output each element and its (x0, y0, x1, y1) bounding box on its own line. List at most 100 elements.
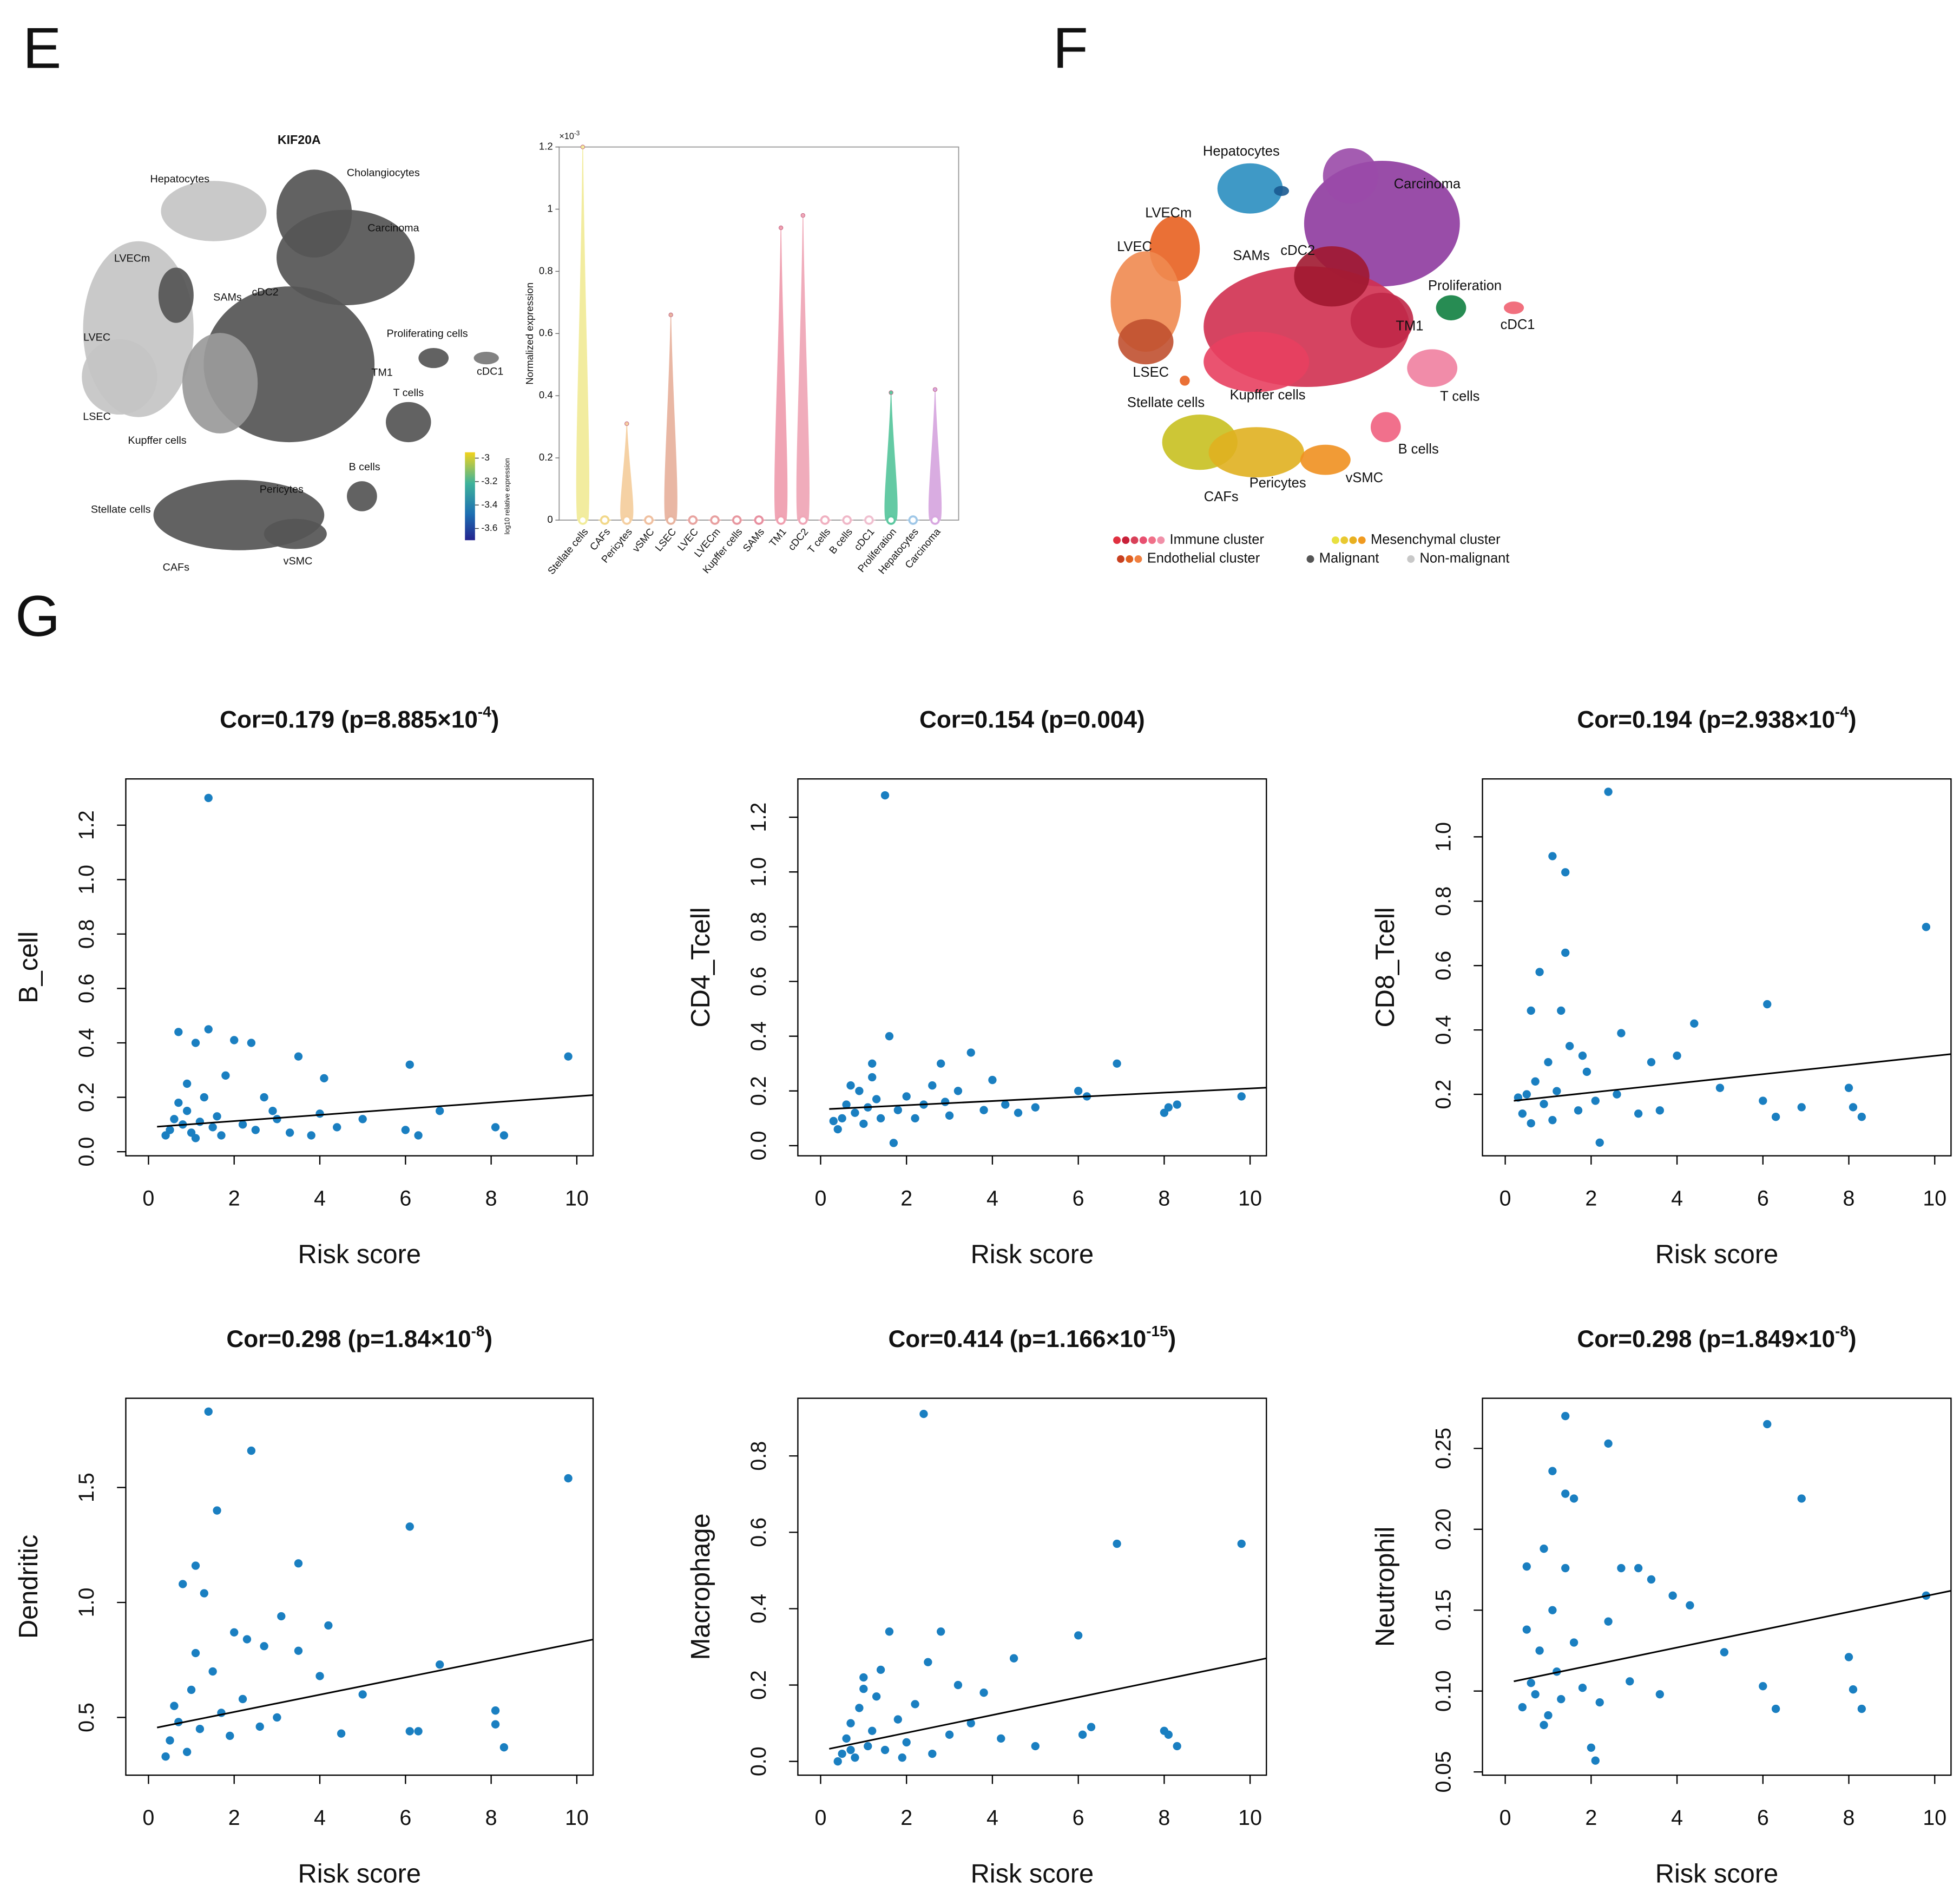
data-point (213, 1112, 221, 1121)
data-point (200, 1093, 208, 1102)
cell-cluster (82, 339, 157, 415)
y-tick-label: 0.25 (1431, 1428, 1455, 1469)
y-tick-label: 0.6 (1431, 951, 1455, 981)
umap-clusters: Hepatocytes Carcinoma LVECm LVEC SAMs cDC2 Pro… (1110, 144, 1535, 566)
data-point (868, 1059, 877, 1068)
fit-line (1514, 1053, 1951, 1102)
data-point (247, 1446, 256, 1455)
data-point (273, 1713, 281, 1722)
data-point (855, 1087, 864, 1095)
data-point (1518, 1109, 1527, 1118)
data-point (161, 1131, 170, 1140)
cell-cluster (264, 518, 327, 549)
x-tick-label: 8 (1158, 1186, 1170, 1210)
data-point (230, 1036, 239, 1044)
y-tick-label: 1.0 (1431, 822, 1455, 852)
data-point (1014, 1108, 1023, 1117)
y-tick-label: 0.5 (75, 1703, 98, 1732)
cell-cluster (1350, 292, 1413, 349)
violin (928, 389, 942, 521)
umap-expression: KIF20A Hepatocytes Cholangiocytes Carcinoma… (82, 133, 511, 573)
fit-line (157, 1094, 594, 1128)
data-point (1857, 1704, 1866, 1713)
data-point (1849, 1103, 1858, 1112)
y-tick-label: 1.2 (539, 141, 553, 152)
legend-dot (1130, 536, 1139, 544)
title-main: Cor=0.194 (p=2.938×10 (1577, 706, 1835, 733)
y-axis-label: Macrophage (686, 1513, 715, 1660)
data-point (195, 1725, 205, 1733)
colorbar (465, 452, 475, 541)
legend-label: Malignant (1319, 551, 1379, 566)
title-suffix: ) (1849, 706, 1857, 733)
x-tick-label: SAMs (740, 526, 766, 554)
colorbar-tick-label: -3.6 (481, 522, 497, 533)
data-point (1527, 1679, 1535, 1687)
y-axis-label: CD4_Tcell (686, 907, 715, 1027)
data-point (204, 1025, 213, 1034)
data-point (838, 1749, 846, 1758)
data-point (1540, 1100, 1548, 1108)
violin-base (688, 515, 698, 525)
data-point (1569, 1638, 1578, 1647)
data-point (191, 1648, 200, 1658)
plot-title: Cor=0.154 (p=0.004) (919, 706, 1145, 733)
legend-dot (1340, 536, 1349, 544)
data-point (880, 1745, 890, 1755)
plot-frame (797, 778, 1267, 1157)
violin (620, 423, 634, 521)
x-axis-label: Risk score (971, 1240, 1094, 1269)
y-axis-label: CD8_Tcell (1371, 907, 1400, 1027)
violin-base (666, 515, 676, 525)
x-tick-label: 4 (1671, 1186, 1683, 1210)
x-tick-label: 2 (228, 1186, 240, 1210)
data-point (294, 1559, 303, 1568)
x-tick-label: 0 (142, 1186, 154, 1210)
data-point (277, 1612, 286, 1621)
cluster-label: LVECm (1145, 205, 1192, 220)
cluster-label: LVEC (83, 332, 110, 344)
title-suffix: ) (491, 706, 499, 733)
data-point (1548, 1606, 1557, 1614)
cell-cluster (1294, 246, 1370, 307)
y-tick-label: 0.20 (1431, 1508, 1455, 1550)
x-axis-label: Risk score (971, 1860, 1094, 1889)
x-tick-label: 10 (1923, 1806, 1946, 1830)
cluster-label: cDC1 (1501, 317, 1535, 332)
y-tick-label: 0.6 (747, 1517, 771, 1547)
data-point (337, 1729, 346, 1738)
data-point (213, 1506, 221, 1515)
cell-cluster (1436, 295, 1466, 320)
title-main: Cor=0.298 (p=1.849×10 (1577, 1326, 1835, 1352)
legend-label: Endothelial cluster (1147, 551, 1260, 566)
cluster-label: Cholangiocytes (347, 167, 420, 179)
cell-cluster (161, 181, 267, 241)
data-point (1591, 1756, 1600, 1765)
data-point (1647, 1575, 1656, 1584)
panel-label: F (1053, 16, 1088, 81)
x-tick-label: 4 (314, 1186, 326, 1210)
data-point (170, 1702, 179, 1710)
panel-label: G (15, 583, 60, 648)
data-point (1173, 1742, 1181, 1751)
x-tick-label: 2 (228, 1806, 240, 1830)
data-point (940, 1098, 950, 1106)
x-tick-label: 2 (1585, 1186, 1597, 1210)
data-point (187, 1685, 196, 1694)
cluster-label: Pericytes (1249, 475, 1306, 490)
data-point (242, 1635, 252, 1644)
data-point (937, 1059, 945, 1068)
violin-base (842, 515, 852, 525)
colorbar-label: log10 relative expression (503, 458, 511, 534)
data-point (988, 1075, 997, 1085)
data-point (1626, 1677, 1634, 1686)
data-point (1647, 1057, 1656, 1067)
data-point (273, 1115, 281, 1124)
plot-title: Cor=0.179 (p=8.885×10-4) (220, 703, 499, 733)
data-point (358, 1115, 367, 1124)
data-point (1001, 1100, 1010, 1109)
data-point (1604, 1439, 1613, 1448)
data-point (1591, 1096, 1600, 1105)
cluster-label: vSMC (284, 555, 313, 567)
